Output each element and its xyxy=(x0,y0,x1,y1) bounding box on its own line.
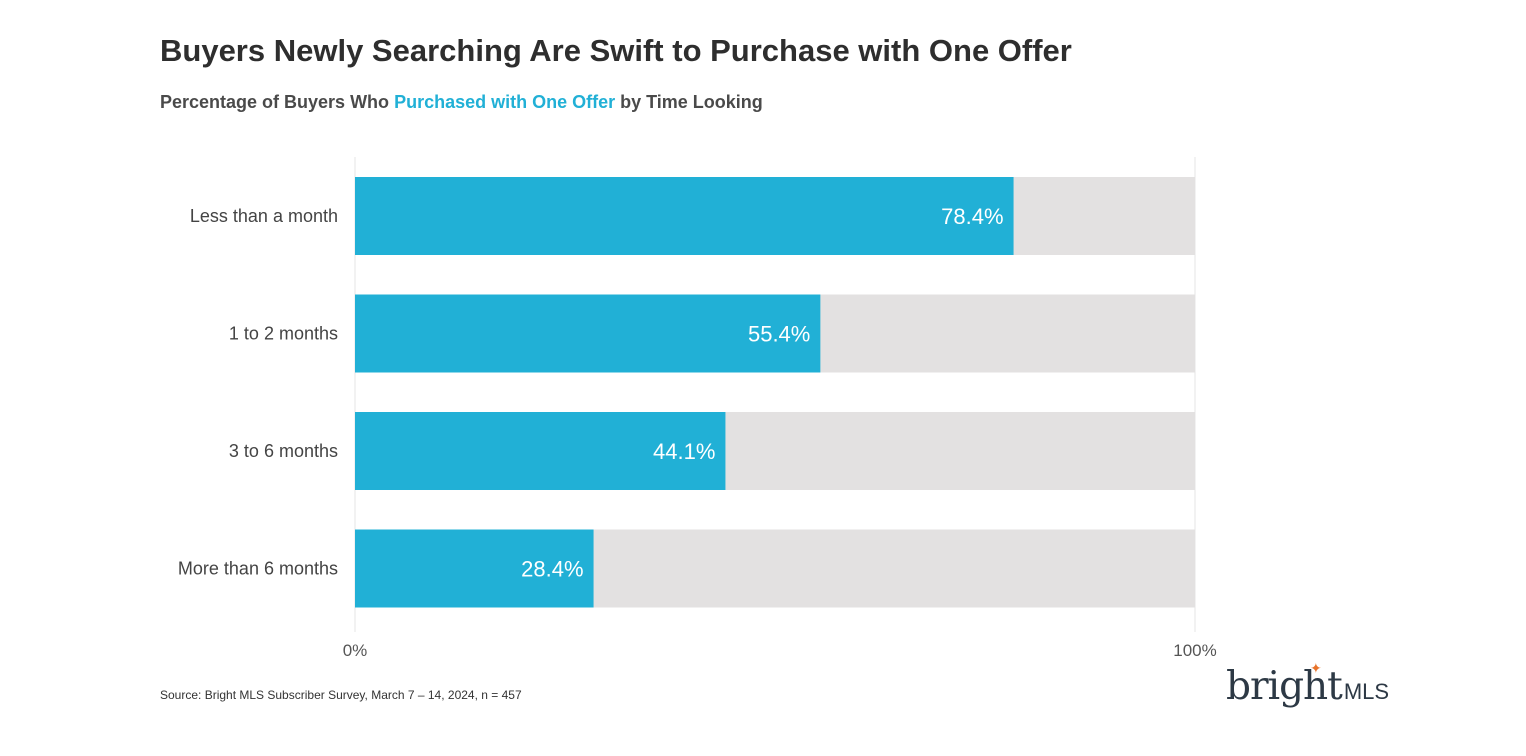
bar-chart: 78.4% Less than a month 55.4% 1 to 2 months… xyxy=(178,157,1217,660)
category-label: Less than a month xyxy=(190,206,338,226)
bar xyxy=(355,294,821,373)
logo-word: bright xyxy=(1226,664,1343,709)
x-tick-label: 0% xyxy=(343,641,368,660)
bar xyxy=(355,177,1014,255)
bright-mls-logo: bright ✦ MLS xyxy=(1226,660,1390,709)
subtitle-suffix: by Time Looking xyxy=(615,92,763,112)
bar-value-label: 28.4% xyxy=(521,557,583,582)
chart-subtitle: Percentage of Buyers Who Purchased with … xyxy=(160,92,763,113)
category-label: More than 6 months xyxy=(178,559,338,579)
category-label: 3 to 6 months xyxy=(229,441,338,461)
category-label: 1 to 2 months xyxy=(229,324,338,344)
source-note: Source: Bright MLS Subscriber Survey, Ma… xyxy=(160,688,522,702)
logo-suffix: MLS xyxy=(1343,679,1390,704)
subtitle-highlight: Purchased with One Offer xyxy=(394,92,616,112)
bar-value-label: 78.4% xyxy=(941,204,1003,229)
chart-title: Buyers Newly Searching Are Swift to Purc… xyxy=(160,33,1072,68)
bar xyxy=(355,529,594,608)
bar-value-label: 44.1% xyxy=(653,439,715,464)
x-tick-label: 100% xyxy=(1173,641,1216,660)
bar xyxy=(355,412,726,490)
subtitle-prefix: Percentage of Buyers Who xyxy=(160,92,395,112)
bar-value-label: 55.4% xyxy=(748,322,810,347)
spark-icon: ✦ xyxy=(1310,660,1322,676)
